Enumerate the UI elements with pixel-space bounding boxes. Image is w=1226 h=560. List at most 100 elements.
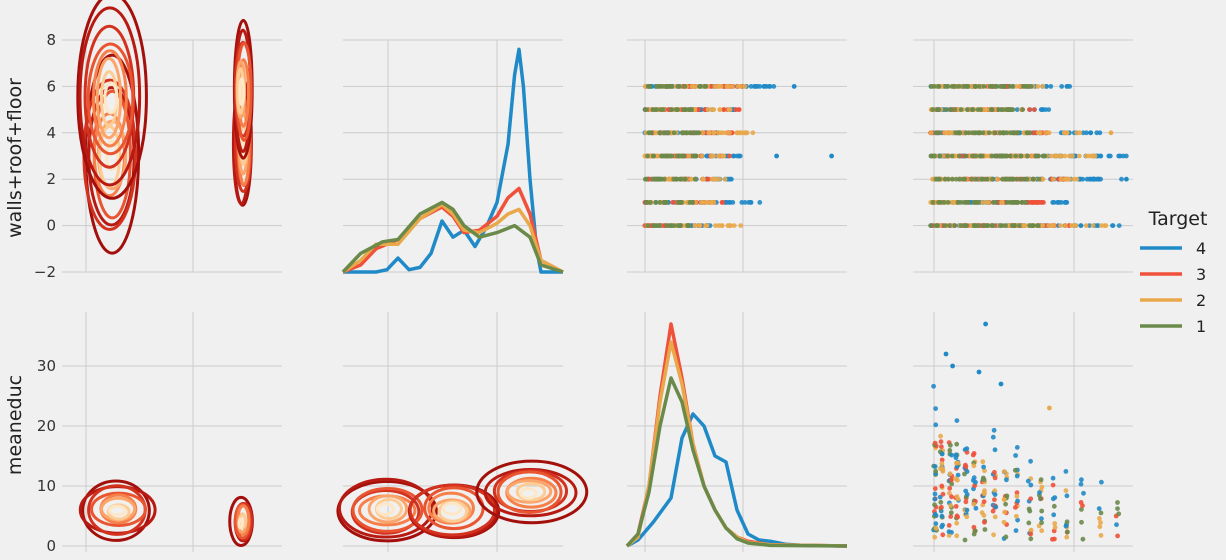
density-contour [237,517,244,530]
point [932,511,938,517]
point [986,130,992,136]
point [1108,130,1114,136]
point [949,481,955,487]
point [1019,176,1024,182]
point [1079,519,1084,525]
point [653,130,659,136]
point [704,153,710,159]
point [982,527,988,532]
point [1088,130,1093,136]
point [731,223,737,229]
point [1046,107,1052,112]
point [971,223,977,229]
point [646,84,651,89]
point [980,200,985,205]
point [1051,512,1057,518]
point [1064,519,1070,525]
point [1115,506,1120,511]
point [1078,481,1084,487]
point [1114,522,1119,528]
point [705,107,711,112]
point [1058,176,1064,182]
point [939,457,945,463]
point [990,200,996,205]
point [729,176,734,182]
point [1090,223,1096,229]
point [963,499,969,505]
point [992,130,998,136]
point [992,488,998,494]
point [1001,84,1007,89]
point [1119,176,1124,182]
point [980,176,986,182]
point [716,153,721,159]
point [712,176,718,182]
point [928,130,934,136]
point [946,529,952,535]
density-line-4 [626,412,848,548]
axis-labels: walls+roof+floor meaneduc [4,78,26,475]
point [950,176,955,182]
point [981,499,987,505]
point [992,475,998,481]
point [962,471,967,477]
point [939,513,945,519]
point [690,153,696,159]
point [937,176,942,182]
point [742,84,748,89]
point [712,84,718,89]
point [721,107,727,112]
point [677,223,683,229]
point [657,130,663,136]
point [690,200,695,205]
point [1097,524,1103,530]
point [932,534,938,540]
point [1004,493,1010,499]
point [998,381,1004,387]
point [948,442,953,448]
point [1027,107,1032,112]
point [720,153,725,159]
point [947,490,952,496]
point [972,84,978,89]
point [736,153,742,159]
point [742,200,748,205]
point [993,84,998,89]
point [1012,467,1018,473]
point [1003,153,1008,159]
point [947,448,953,453]
point [1039,528,1045,534]
point [642,107,648,112]
point [1013,453,1018,458]
point [711,200,717,205]
point [736,107,741,112]
point [969,130,975,136]
point [1019,200,1025,205]
point [1001,469,1007,474]
point [1067,84,1073,89]
point [939,461,945,467]
point [932,486,938,491]
point [1013,528,1019,533]
density-contour [441,501,463,516]
point [692,176,698,182]
point [963,153,969,159]
point [970,452,976,458]
point [757,200,763,205]
density-contour [238,77,246,107]
point [661,200,667,205]
point [981,490,987,495]
point [728,223,733,229]
point [1124,176,1129,182]
point [1043,130,1049,136]
point [946,176,951,182]
point [952,223,958,229]
point [954,441,960,447]
point [1040,223,1046,229]
point [662,153,667,159]
point [962,537,968,543]
point [964,514,970,520]
point [1007,153,1013,159]
point [1002,509,1007,515]
point [956,153,962,159]
